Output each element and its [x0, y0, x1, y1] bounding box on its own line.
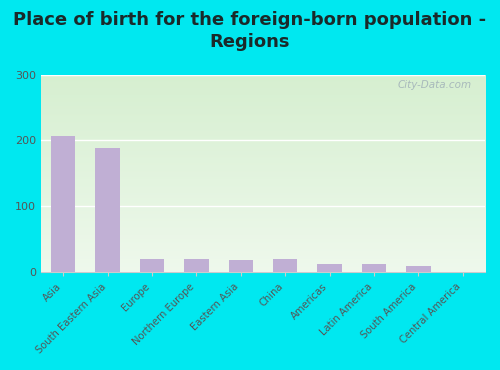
Text: Place of birth for the foreign-born population -
Regions: Place of birth for the foreign-born popu… — [14, 11, 486, 51]
Bar — [96, 148, 120, 272]
Bar — [184, 259, 208, 272]
Bar — [318, 264, 342, 272]
Bar — [51, 136, 76, 272]
Text: City-Data.com: City-Data.com — [398, 80, 471, 90]
Bar — [362, 264, 386, 272]
Bar — [140, 259, 164, 272]
Bar — [406, 266, 430, 272]
Bar — [228, 260, 253, 272]
Bar — [273, 259, 297, 272]
